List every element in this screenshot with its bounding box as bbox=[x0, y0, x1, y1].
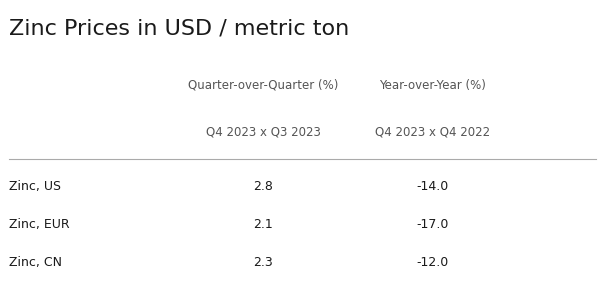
Text: 2.1: 2.1 bbox=[253, 218, 273, 231]
Text: Year-over-Year (%): Year-over-Year (%) bbox=[379, 79, 486, 92]
Text: Zinc, CN: Zinc, CN bbox=[9, 256, 62, 269]
Text: -12.0: -12.0 bbox=[416, 256, 449, 269]
Text: Zinc, US: Zinc, US bbox=[9, 180, 61, 193]
Text: -17.0: -17.0 bbox=[416, 218, 449, 231]
Text: Quarter-over-Quarter (%): Quarter-over-Quarter (%) bbox=[188, 79, 338, 92]
Text: Zinc, EUR: Zinc, EUR bbox=[9, 218, 70, 231]
Text: 2.8: 2.8 bbox=[253, 180, 273, 193]
Text: Zinc Prices in USD / metric ton: Zinc Prices in USD / metric ton bbox=[9, 18, 349, 38]
Text: Q4 2023 x Q4 2022: Q4 2023 x Q4 2022 bbox=[375, 125, 490, 138]
Text: Q4 2023 x Q3 2023: Q4 2023 x Q3 2023 bbox=[206, 125, 321, 138]
Text: 2.3: 2.3 bbox=[253, 256, 273, 269]
Text: -14.0: -14.0 bbox=[416, 180, 449, 193]
